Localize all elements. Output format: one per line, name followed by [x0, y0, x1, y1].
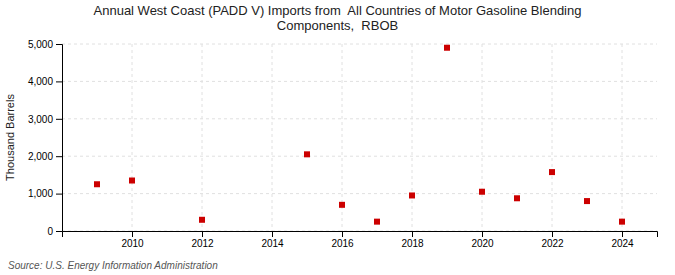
y-grid-line [62, 118, 657, 119]
y-tick: 3,000 [28, 114, 62, 125]
x-tick: 2010 [121, 231, 144, 249]
x-tick-label: 2012 [191, 238, 214, 249]
x-tick-mark [552, 231, 553, 237]
x-tick-label: 2022 [541, 238, 564, 249]
y-grid-line [62, 193, 657, 194]
x-tick-label: 2018 [401, 238, 424, 249]
y-tick: 1,000 [28, 188, 62, 199]
x-tick: 2014 [261, 231, 284, 249]
x-grid-line [132, 44, 133, 231]
x-tick-mark [622, 231, 623, 237]
x-tick-mark [272, 231, 273, 237]
x-tick-label: 2010 [121, 238, 144, 249]
x-grid-line [272, 44, 273, 231]
point [374, 219, 380, 225]
title: Annual West Coast (PADD V) Imports from … [94, 3, 582, 33]
x-tick: 2022 [541, 231, 564, 249]
point [479, 189, 485, 195]
plot: 2010 2012 2014 2016 2018 2020 2022 2024 0 1,000 2,… [28, 39, 658, 249]
point [514, 195, 520, 201]
grid [62, 44, 657, 231]
x-tick: 2018 [401, 231, 424, 249]
x-tick: 2012 [191, 231, 214, 249]
y-tick-label: 3,000 [28, 114, 53, 125]
title-line: Components, RBOB [277, 18, 398, 33]
point [94, 181, 100, 187]
y-tick-label: 0 [47, 226, 53, 237]
x-grid-line [552, 44, 553, 231]
point [444, 45, 450, 51]
x-tick-mark [202, 231, 203, 237]
x-tick-label: 2016 [331, 238, 354, 249]
title-line: Annual West Coast (PADD V) Imports from … [94, 3, 582, 18]
x-tick-mark [482, 231, 483, 237]
y-tick-label: 5,000 [28, 39, 53, 50]
y-tick-mark [56, 44, 62, 45]
y-tick-mark [56, 231, 62, 232]
y-tick-mark [56, 194, 62, 195]
x-tick-label: 2014 [261, 238, 284, 249]
y-tick-label: 2,000 [28, 151, 53, 162]
x-grid-line [482, 44, 483, 231]
point [304, 151, 310, 157]
y-tick-mark [56, 81, 62, 82]
y-tick-label: 4,000 [28, 76, 53, 87]
y-tick-mark [56, 119, 62, 120]
y-tick-mark [56, 156, 62, 157]
x-tick-mark [412, 231, 413, 237]
x-tick: 2024 [611, 231, 634, 249]
x-grid-line [202, 44, 203, 231]
y-tick: 2,000 [28, 151, 62, 162]
x-grid-line [622, 44, 623, 231]
point [549, 169, 555, 175]
y-tick: 4,000 [28, 76, 62, 87]
x-tick-label: 2020 [471, 238, 494, 249]
point [129, 178, 135, 184]
x-tick-label: 2024 [611, 238, 634, 249]
x-axis-line [63, 232, 658, 238]
point [199, 217, 205, 223]
x-tick-mark [342, 231, 343, 237]
chart: 2010 2012 2014 2016 2018 2020 2022 2024 0 1,000 2,… [0, 0, 675, 275]
y-axis: 0 1,000 2,000 3,000 4,000 5,000 [28, 39, 63, 237]
y-axis-line [56, 45, 63, 232]
point [619, 219, 625, 225]
point [339, 202, 345, 208]
source: Source: U.S. Energy Information Administ… [8, 260, 218, 271]
y-grid-line [62, 156, 657, 157]
y-tick: 5,000 [28, 39, 62, 50]
x-axis: 2010 2012 2014 2016 2018 2020 2022 2024 [63, 231, 658, 249]
y-tick: 0 [47, 226, 62, 237]
point [584, 198, 590, 204]
y-grid-line [62, 44, 657, 45]
y-tick-label: 1,000 [28, 188, 53, 199]
points [94, 45, 625, 225]
x-tick: 2020 [471, 231, 494, 249]
y-grid-line [62, 81, 657, 82]
x-grid-line [412, 44, 413, 231]
x-tick-mark [132, 231, 133, 237]
y-axis-title: Thousand Barrels [4, 94, 16, 181]
point [409, 192, 415, 198]
x-tick: 2016 [331, 231, 354, 249]
